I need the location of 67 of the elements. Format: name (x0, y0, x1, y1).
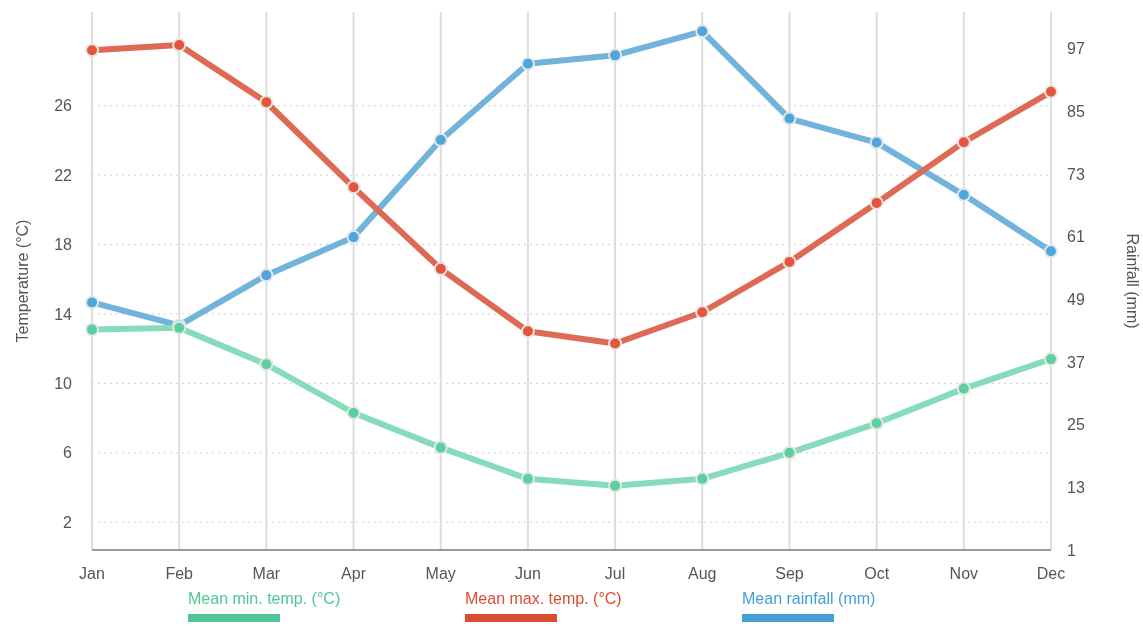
point (346, 180, 361, 195)
point (520, 471, 535, 486)
point (695, 24, 710, 39)
y-tick-label: 18 (54, 236, 73, 254)
text: Mean rainfall (mm) (742, 590, 876, 608)
y2-tick-label: 61 (1067, 228, 1085, 246)
point (782, 254, 797, 269)
y-axis-title: Temperature (°C) (13, 219, 31, 343)
point (259, 357, 274, 372)
point (695, 471, 710, 486)
x-tick-label: Mar (252, 565, 281, 583)
x-tick-label: May (425, 565, 456, 583)
x-tick-label: Sep (775, 565, 804, 583)
y-tick-label: 14 (54, 305, 73, 323)
y2-tick-label: 73 (1067, 165, 1085, 183)
y2-tick-label: 85 (1067, 102, 1085, 120)
point (85, 322, 99, 337)
point (782, 445, 797, 460)
point (869, 195, 884, 210)
y-tick-label: 2 (63, 513, 73, 531)
y2-tick-label: 25 (1067, 416, 1085, 434)
point (259, 95, 274, 110)
y2-tick-label: 49 (1067, 290, 1085, 308)
x-tick-label: Feb (165, 565, 194, 583)
x-tick-label: Jul (604, 565, 626, 583)
point (608, 478, 623, 493)
point (85, 295, 99, 310)
point (1044, 352, 1058, 367)
y2-tick-label: 37 (1067, 353, 1085, 371)
x-tick-label: Oct (864, 565, 890, 583)
y-tick-label: 6 (63, 444, 73, 462)
point (956, 381, 971, 396)
point (695, 305, 710, 320)
point (782, 111, 797, 126)
point (346, 405, 361, 420)
y2-tick-label: 1 (1067, 541, 1076, 559)
x-tick-label: Jun (515, 565, 541, 583)
y2-tick-label: 97 (1067, 40, 1085, 58)
point (956, 187, 971, 202)
x-tick-label: Nov (949, 565, 979, 583)
y-tick-label: 26 (54, 97, 73, 115)
point (520, 56, 535, 71)
point (172, 37, 187, 52)
point (1044, 84, 1058, 99)
x-tick-label: Apr (341, 565, 367, 583)
text: Mean min. temp. (°C) (188, 590, 341, 608)
x-tick-label: Dec (1036, 565, 1066, 583)
point (346, 230, 361, 245)
point (1044, 244, 1058, 259)
point (520, 324, 535, 339)
point (869, 135, 884, 150)
point (608, 48, 623, 63)
y2-axis-title: Rainfall (mm) (1124, 233, 1142, 329)
x-tick-label: Aug (688, 565, 717, 583)
point (956, 135, 971, 150)
x-tick-label: Jan (79, 565, 105, 583)
y2-tick-label: 13 (1067, 479, 1085, 496)
y-tick-label: 22 (54, 166, 73, 184)
text: Mean max. temp. (°C) (465, 590, 622, 608)
point (869, 416, 884, 431)
point (85, 43, 99, 58)
point (433, 440, 448, 455)
point (433, 132, 448, 147)
y-tick-label: 10 (54, 375, 73, 393)
point (259, 268, 274, 283)
point (433, 261, 448, 276)
point (608, 336, 623, 351)
